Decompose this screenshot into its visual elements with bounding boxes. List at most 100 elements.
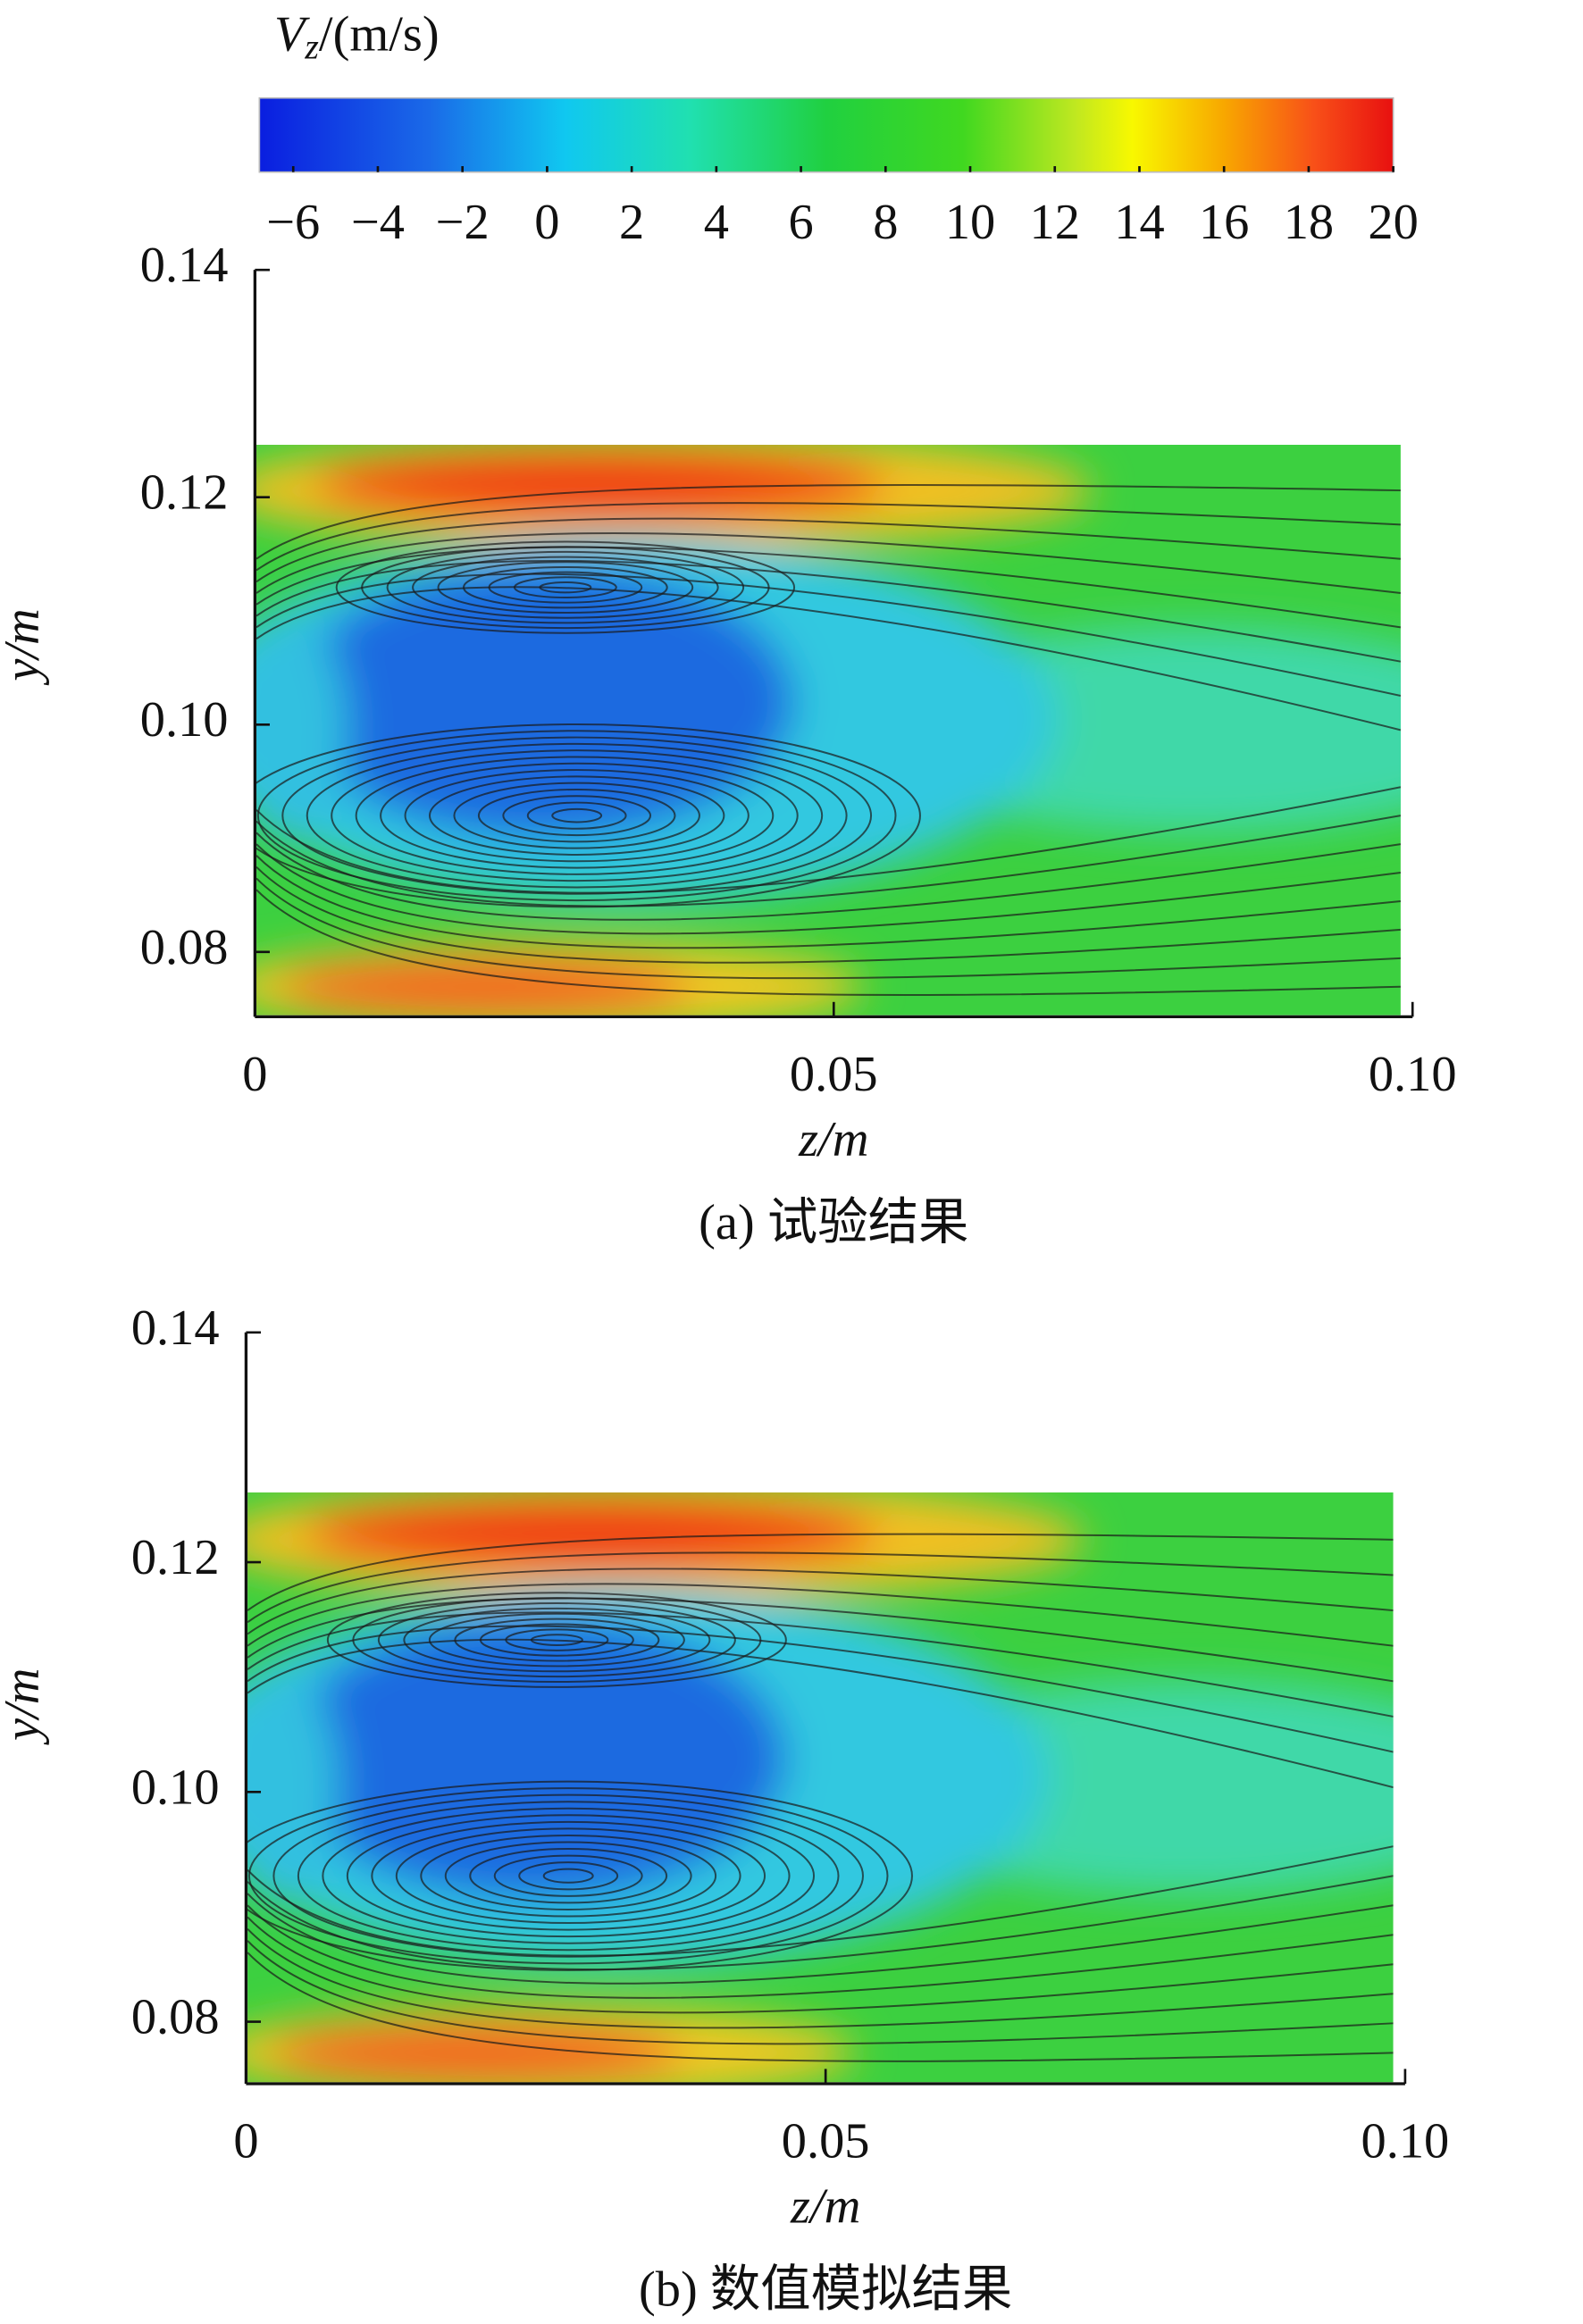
field-region	[256, 615, 348, 845]
title-symbol: V	[274, 6, 310, 62]
y-tick-label: 0.10	[131, 1760, 220, 1815]
vortex-line	[380, 762, 775, 869]
colorbar-tick-label: 10	[945, 195, 995, 250]
vortex-line	[326, 1592, 787, 1688]
vortex-line	[551, 807, 603, 823]
caption: (b) 数值模拟结果	[639, 2262, 1012, 2318]
streamline	[247, 1893, 1394, 1985]
vortex-line	[272, 1793, 864, 1958]
y-tick-label: 0.14	[131, 1300, 220, 1356]
colorbar-tick-label: −6	[266, 195, 320, 250]
field-region	[314, 450, 886, 520]
vortex-line	[395, 1827, 741, 1925]
colorbar-tick-label: 20	[1368, 195, 1418, 250]
streamline	[256, 877, 1401, 980]
streamline	[247, 1952, 1394, 2062]
colorbar-title: Vz/(m/s)	[274, 6, 440, 66]
vortex-line	[453, 782, 700, 849]
colorbar-tick-label: 18	[1284, 195, 1334, 250]
vortex-line	[479, 1623, 634, 1657]
field-region	[247, 1669, 339, 1906]
y-axis-label: y/m	[0, 608, 50, 685]
vortex-line	[247, 1787, 889, 1965]
vortex-line	[256, 723, 921, 908]
colorbar-tick-label: −4	[351, 195, 405, 250]
y-tick-label: 0.10	[140, 692, 229, 748]
streamline	[247, 1904, 1394, 1999]
vortex-line	[352, 1597, 762, 1684]
vortex-line	[477, 788, 676, 843]
x-tick-label: 0.10	[1369, 1047, 1457, 1102]
vortex-line	[420, 1834, 717, 1918]
streamline	[247, 1611, 1394, 1718]
vortex-line	[542, 1868, 594, 1884]
vortex-line	[530, 1634, 583, 1646]
streamline	[256, 843, 1401, 935]
x-tick-label: 0.05	[782, 2114, 870, 2169]
streamline	[247, 1567, 1394, 1635]
title-subscript: z	[304, 28, 319, 67]
x-tick-label: 0.05	[790, 1047, 878, 1102]
streamlines	[256, 484, 1401, 996]
streamline	[247, 1916, 1394, 2014]
streamline	[247, 1940, 1394, 2045]
vortex-line	[513, 576, 617, 599]
streamline	[256, 832, 1401, 921]
streamlines	[247, 1533, 1394, 2062]
y-tick-label: 0.08	[140, 920, 229, 975]
vortex-line	[444, 1841, 692, 1910]
colorbar-tick-label: 4	[704, 195, 729, 250]
vortex-line	[488, 571, 643, 604]
streamline	[247, 1551, 1394, 1624]
vortex-line	[539, 581, 592, 594]
vortex-line	[386, 550, 745, 624]
vortex-line	[526, 801, 627, 830]
y-tick-label: 0.12	[131, 1530, 220, 1585]
x-tick-label: 0	[242, 1047, 267, 1102]
y-tick-label: 0.12	[140, 465, 229, 521]
streamline	[256, 517, 1401, 583]
streamline	[256, 865, 1401, 964]
vortex-line	[428, 1612, 685, 1668]
vortex-line	[247, 1780, 913, 1971]
vortex-line	[361, 546, 770, 630]
colorbar-tick-label: 8	[873, 195, 898, 250]
caption: (a) 试验结果	[699, 1195, 968, 1250]
streamline	[247, 1927, 1394, 2029]
vortex-line	[403, 1607, 711, 1673]
vortex-line	[502, 795, 652, 837]
vortex-line	[463, 565, 668, 609]
vortex-line	[256, 730, 897, 902]
vortex-line	[306, 742, 848, 889]
vortex-line	[493, 1854, 643, 1897]
colorbar-tick-label: 14	[1114, 195, 1164, 250]
x-tick-label: 0	[233, 2114, 258, 2169]
title-unit: /(m/s)	[319, 6, 440, 62]
vortex-line	[454, 1618, 660, 1662]
vortex-line	[505, 1628, 609, 1651]
streamline	[256, 532, 1401, 595]
field-region	[279, 957, 691, 1016]
vortex-line	[331, 749, 824, 882]
streamline	[247, 1533, 1394, 1611]
colorbar-tick-label: 2	[619, 195, 644, 250]
vortex-line	[469, 1848, 668, 1904]
streamline	[256, 484, 1401, 560]
x-axis-label: z/m	[790, 2179, 860, 2235]
vortex-line	[518, 1861, 619, 1891]
vortex-line	[322, 1807, 816, 1944]
colorbar	[258, 96, 1395, 173]
y-axis-label: y/m	[0, 1668, 50, 1745]
colorbar-tick-label: 0	[534, 195, 559, 250]
streamline	[256, 559, 1401, 663]
contour-field	[256, 444, 1401, 1016]
streamline	[256, 855, 1401, 949]
field-region	[270, 2023, 683, 2083]
vortex-line	[429, 775, 725, 856]
vortex-line	[355, 756, 799, 875]
vortex-line	[297, 1801, 840, 1952]
vortex-line	[371, 1820, 766, 1931]
streamline	[256, 502, 1401, 572]
